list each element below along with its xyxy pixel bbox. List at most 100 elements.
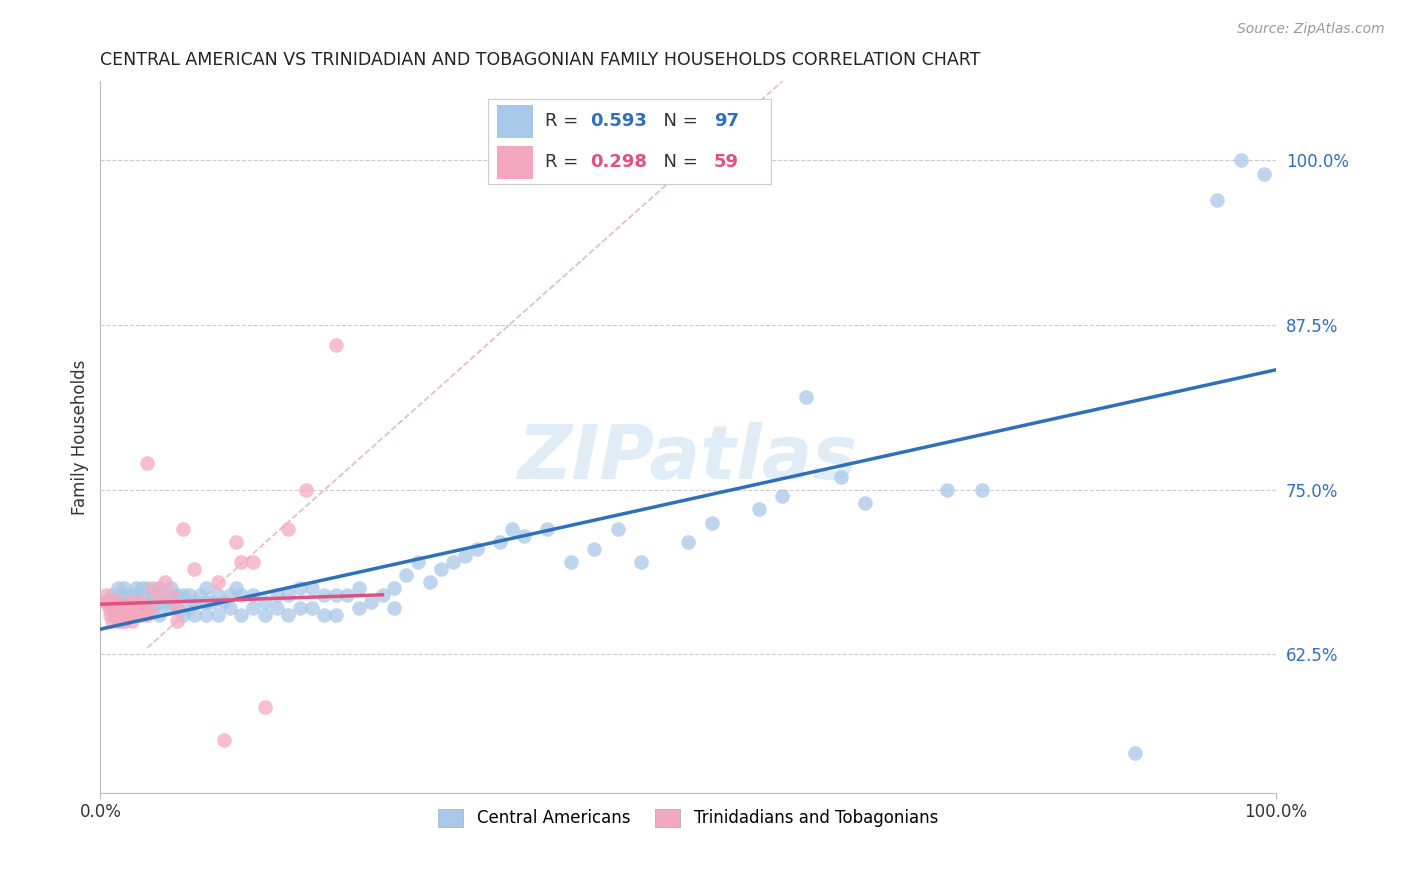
Point bbox=[183, 595, 205, 609]
Point bbox=[160, 601, 183, 615]
Point bbox=[101, 601, 124, 615]
Point bbox=[195, 582, 218, 596]
Point bbox=[172, 607, 194, 622]
Legend: Central Americans, Trinidadians and Tobagonians: Central Americans, Trinidadians and Toba… bbox=[432, 802, 945, 834]
Point bbox=[1253, 167, 1275, 181]
Point bbox=[770, 489, 793, 503]
Point bbox=[360, 595, 382, 609]
Point bbox=[454, 549, 477, 563]
Point bbox=[465, 541, 488, 556]
Point bbox=[301, 601, 323, 615]
Point bbox=[218, 601, 240, 615]
Point bbox=[290, 582, 312, 596]
Point bbox=[347, 601, 370, 615]
Point bbox=[136, 582, 159, 596]
Point bbox=[127, 607, 149, 622]
Point bbox=[107, 595, 129, 609]
Point bbox=[148, 595, 170, 609]
Point bbox=[195, 595, 218, 609]
Point bbox=[124, 588, 146, 602]
Point bbox=[231, 588, 253, 602]
Point bbox=[207, 574, 229, 589]
Point bbox=[166, 615, 188, 629]
Point bbox=[128, 601, 150, 615]
Point bbox=[277, 588, 299, 602]
Point bbox=[131, 601, 153, 615]
Point bbox=[430, 562, 453, 576]
Y-axis label: Family Households: Family Households bbox=[72, 359, 89, 515]
Point bbox=[231, 555, 253, 569]
Point bbox=[131, 595, 153, 609]
Point bbox=[347, 582, 370, 596]
Point bbox=[172, 522, 194, 536]
Point bbox=[172, 588, 194, 602]
Point bbox=[295, 483, 318, 497]
Point bbox=[108, 615, 131, 629]
Point bbox=[136, 601, 159, 615]
Point bbox=[160, 588, 183, 602]
Point bbox=[253, 700, 276, 714]
Point bbox=[371, 588, 394, 602]
Point bbox=[101, 595, 124, 609]
Point bbox=[110, 607, 132, 622]
Point bbox=[336, 588, 359, 602]
Point bbox=[96, 595, 118, 609]
Point bbox=[700, 516, 723, 530]
Point bbox=[1230, 153, 1253, 168]
Point bbox=[560, 555, 582, 569]
Point bbox=[325, 588, 347, 602]
Text: CENTRAL AMERICAN VS TRINIDADIAN AND TOBAGONIAN FAMILY HOUSEHOLDS CORRELATION CHA: CENTRAL AMERICAN VS TRINIDADIAN AND TOBA… bbox=[100, 51, 981, 69]
Point bbox=[96, 595, 118, 609]
Point bbox=[830, 469, 852, 483]
Point bbox=[201, 595, 224, 609]
Point bbox=[104, 607, 127, 622]
Point bbox=[100, 601, 122, 615]
Point bbox=[290, 601, 312, 615]
Point bbox=[98, 595, 121, 609]
Point bbox=[231, 607, 253, 622]
Point bbox=[253, 595, 276, 609]
Point bbox=[103, 595, 125, 609]
Point bbox=[218, 588, 240, 602]
Point bbox=[112, 601, 135, 615]
Point bbox=[242, 588, 264, 602]
Point bbox=[212, 733, 235, 747]
Point bbox=[972, 483, 994, 497]
Point bbox=[177, 601, 200, 615]
Point bbox=[312, 607, 335, 622]
Point bbox=[188, 588, 211, 602]
Point bbox=[853, 496, 876, 510]
Point bbox=[512, 529, 534, 543]
Point bbox=[207, 607, 229, 622]
Point bbox=[382, 582, 405, 596]
Point bbox=[277, 607, 299, 622]
Point bbox=[183, 607, 205, 622]
Point bbox=[1123, 746, 1146, 760]
Point bbox=[142, 588, 165, 602]
Point bbox=[242, 601, 264, 615]
Point bbox=[536, 522, 558, 536]
Point bbox=[142, 601, 165, 615]
Point bbox=[148, 582, 170, 596]
Point bbox=[160, 582, 183, 596]
Text: Source: ZipAtlas.com: Source: ZipAtlas.com bbox=[1237, 22, 1385, 37]
Point bbox=[112, 582, 135, 596]
Point bbox=[583, 541, 606, 556]
Point bbox=[107, 615, 129, 629]
Point bbox=[277, 522, 299, 536]
Point bbox=[129, 601, 152, 615]
Point bbox=[107, 607, 129, 622]
Point bbox=[108, 601, 131, 615]
Point bbox=[242, 555, 264, 569]
Point bbox=[134, 601, 156, 615]
Point bbox=[935, 483, 957, 497]
Point bbox=[148, 607, 170, 622]
Point bbox=[148, 588, 170, 602]
Point bbox=[395, 568, 418, 582]
Point bbox=[114, 615, 136, 629]
Point bbox=[748, 502, 770, 516]
Text: ZIPatlas: ZIPatlas bbox=[519, 422, 858, 495]
Point bbox=[118, 595, 141, 609]
Point bbox=[312, 588, 335, 602]
Point bbox=[117, 601, 139, 615]
